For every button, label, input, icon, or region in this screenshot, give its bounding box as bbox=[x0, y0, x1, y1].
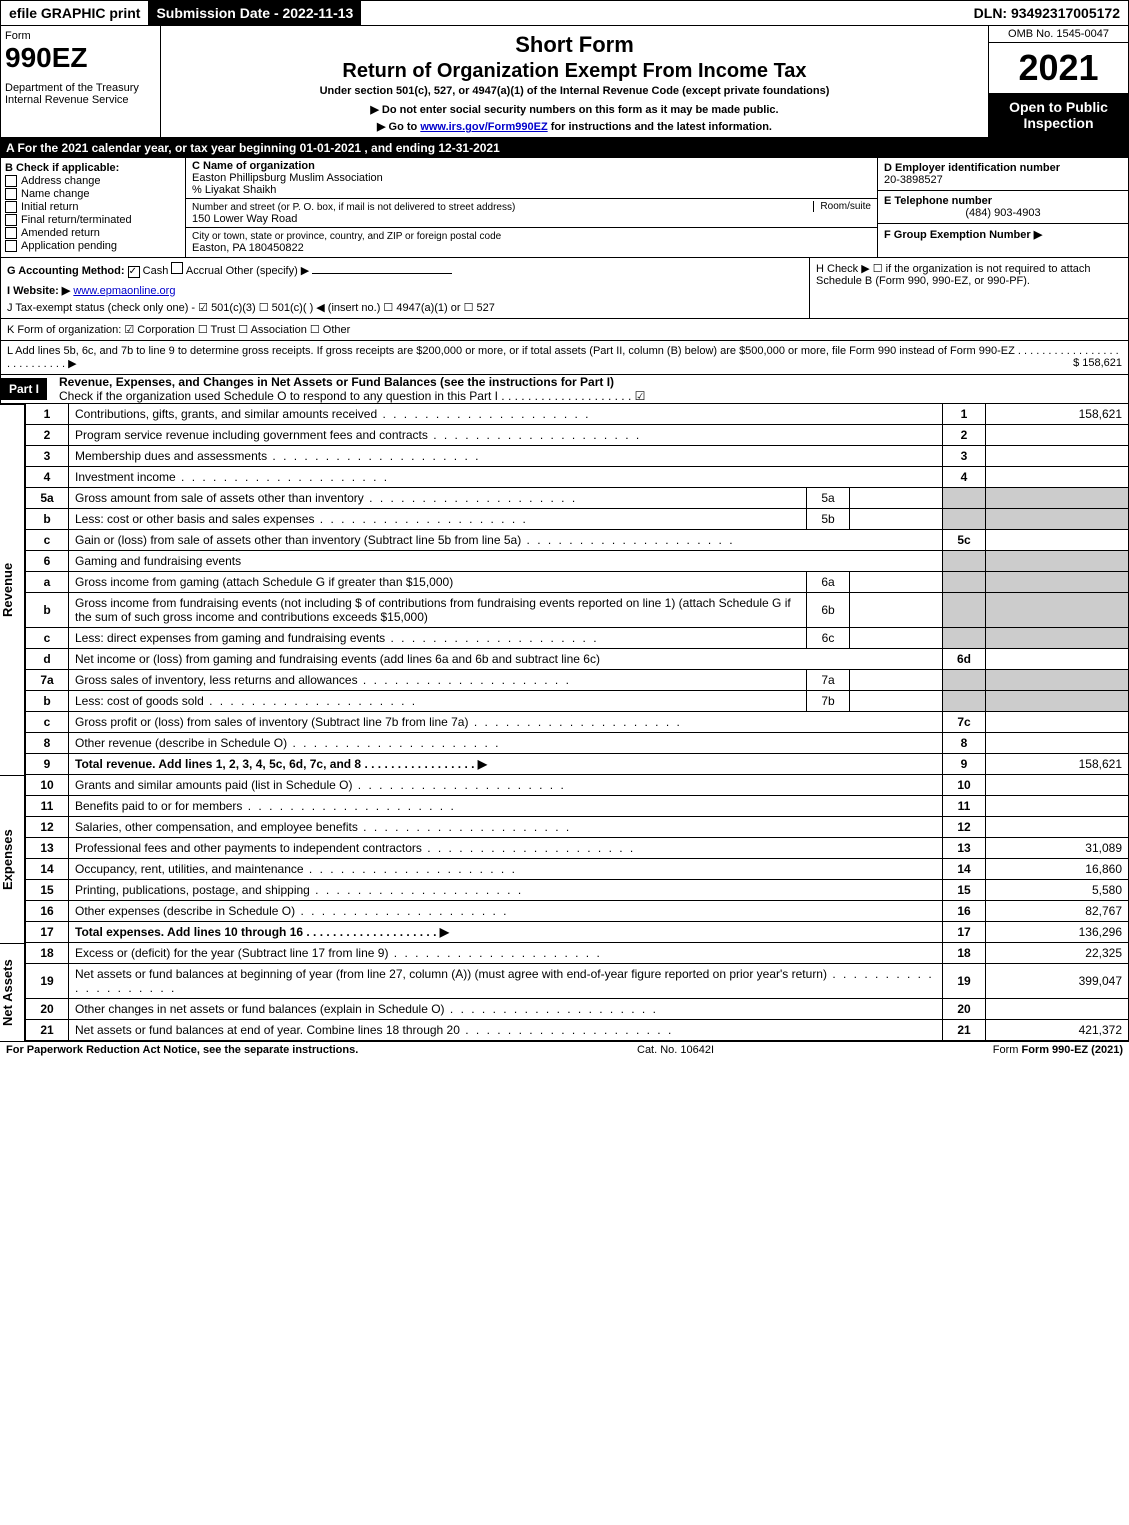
website-link[interactable]: www.epmaonline.org bbox=[73, 285, 175, 297]
check-cash[interactable] bbox=[128, 266, 140, 278]
revenue-section: Revenue 1Contributions, gifts, grants, a… bbox=[0, 404, 1129, 775]
form-title: Return of Organization Exempt From Incom… bbox=[165, 60, 984, 83]
amt-5c bbox=[986, 530, 1129, 551]
row-l: L Add lines 5b, 6c, and 7b to line 9 to … bbox=[0, 341, 1129, 375]
subtitle-2: ▶ Do not enter social security numbers o… bbox=[165, 103, 984, 116]
info-grid: B Check if applicable: Address change Na… bbox=[0, 158, 1129, 258]
amt-9: 158,621 bbox=[986, 754, 1129, 775]
amt-13: 31,089 bbox=[986, 838, 1129, 859]
box-c: C Name of organization Easton Phillipsbu… bbox=[186, 158, 878, 257]
dept-label: Department of the Treasury Internal Reve… bbox=[5, 82, 156, 106]
amt-10 bbox=[986, 775, 1129, 796]
amt-16: 82,767 bbox=[986, 901, 1129, 922]
org-name: Easton Phillipsburg Muslim Association bbox=[192, 172, 383, 184]
amt-4 bbox=[986, 467, 1129, 488]
label-d: D Employer identification number bbox=[884, 162, 1060, 174]
label-street: Number and street (or P. O. box, if mail… bbox=[192, 202, 515, 213]
label-i: I Website: ▶ bbox=[7, 285, 70, 297]
short-form-title: Short Form bbox=[165, 32, 984, 58]
header-left: Form 990EZ Department of the Treasury In… bbox=[1, 26, 161, 137]
check-address-change[interactable] bbox=[5, 175, 17, 187]
row-k: K Form of organization: ☑ Corporation ☐ … bbox=[0, 319, 1129, 341]
open-to-public: Open to Public Inspection bbox=[989, 93, 1128, 137]
amt-19: 399,047 bbox=[986, 964, 1129, 999]
row-j: J Tax-exempt status (check only one) - ☑… bbox=[7, 301, 803, 314]
amt-7c bbox=[986, 712, 1129, 733]
amt-12 bbox=[986, 817, 1129, 838]
check-initial-return[interactable] bbox=[5, 201, 17, 213]
amt-8 bbox=[986, 733, 1129, 754]
footer-center: Cat. No. 10642I bbox=[637, 1044, 714, 1056]
label-f: F Group Exemption Number ▶ bbox=[884, 229, 1042, 241]
check-amended-return[interactable] bbox=[5, 227, 17, 239]
phone: (484) 903-4903 bbox=[884, 207, 1122, 219]
tax-year: 2021 bbox=[989, 43, 1128, 93]
amt-2 bbox=[986, 425, 1129, 446]
label-e: E Telephone number bbox=[884, 195, 992, 207]
footer-right: Form Form 990-EZ (2021) bbox=[993, 1044, 1123, 1056]
care-of: % Liyakat Shaikh bbox=[192, 184, 276, 196]
amt-6d bbox=[986, 649, 1129, 670]
netassets-section: Net Assets 18Excess or (deficit) for the… bbox=[0, 943, 1129, 1041]
header-center: Short Form Return of Organization Exempt… bbox=[161, 26, 988, 137]
part-1-label: Part I bbox=[1, 378, 47, 400]
part-1-check: Check if the organization used Schedule … bbox=[59, 389, 645, 403]
box-def: D Employer identification number 20-3898… bbox=[878, 158, 1128, 257]
subtitle-1: Under section 501(c), 527, or 4947(a)(1)… bbox=[165, 85, 984, 97]
subtitle-3: ▶ Go to www.irs.gov/Form990EZ for instru… bbox=[165, 120, 984, 133]
side-netassets: Net Assets bbox=[0, 943, 25, 1041]
amt-21: 421,372 bbox=[986, 1020, 1129, 1041]
amt-20 bbox=[986, 999, 1129, 1020]
expenses-section: Expenses 10Grants and similar amounts pa… bbox=[0, 775, 1129, 943]
city-state-zip: Easton, PA 180450822 bbox=[192, 242, 304, 254]
page-footer: For Paperwork Reduction Act Notice, see … bbox=[0, 1041, 1129, 1058]
irs-link[interactable]: www.irs.gov/Form990EZ bbox=[420, 121, 547, 133]
row-gh: G Accounting Method: Cash Accrual Other … bbox=[0, 258, 1129, 319]
amt-14: 16,860 bbox=[986, 859, 1129, 880]
form-header: Form 990EZ Department of the Treasury In… bbox=[0, 26, 1129, 138]
efile-label: efile GRAPHIC print bbox=[1, 3, 148, 23]
amt-11 bbox=[986, 796, 1129, 817]
ein: 20-3898527 bbox=[884, 174, 943, 186]
check-name-change[interactable] bbox=[5, 188, 17, 200]
row-g: G Accounting Method: Cash Accrual Other … bbox=[0, 258, 809, 319]
check-application-pending[interactable] bbox=[5, 240, 17, 252]
label-city: City or town, state or province, country… bbox=[192, 231, 501, 242]
part-1-title: Revenue, Expenses, and Changes in Net As… bbox=[59, 375, 614, 389]
street-address: 150 Lower Way Road bbox=[192, 213, 297, 225]
check-accrual[interactable] bbox=[171, 262, 183, 274]
side-expenses: Expenses bbox=[0, 775, 25, 943]
part-1-header: Part I Revenue, Expenses, and Changes in… bbox=[0, 375, 1129, 404]
check-final-return[interactable] bbox=[5, 214, 17, 226]
footer-left: For Paperwork Reduction Act Notice, see … bbox=[6, 1044, 358, 1056]
dln-number: DLN: 93492317005172 bbox=[966, 3, 1128, 23]
row-h: H Check ▶ ☐ if the organization is not r… bbox=[809, 258, 1129, 319]
form-label: Form bbox=[5, 30, 156, 42]
amt-1: 158,621 bbox=[986, 404, 1129, 425]
label-c: C Name of organization bbox=[192, 160, 315, 172]
room-label: Room/suite bbox=[813, 201, 871, 212]
amt-3 bbox=[986, 446, 1129, 467]
header-right: OMB No. 1545-0047 2021 Open to Public In… bbox=[988, 26, 1128, 137]
top-bar: efile GRAPHIC print Submission Date - 20… bbox=[0, 0, 1129, 26]
gross-receipts: $ 158,621 bbox=[1073, 357, 1122, 369]
box-b-title: B Check if applicable: bbox=[5, 162, 181, 174]
submission-date: Submission Date - 2022-11-13 bbox=[148, 1, 361, 25]
amt-15: 5,580 bbox=[986, 880, 1129, 901]
amt-17: 136,296 bbox=[986, 922, 1129, 943]
form-number: 990EZ bbox=[5, 42, 156, 74]
omb-number: OMB No. 1545-0047 bbox=[989, 26, 1128, 43]
side-revenue: Revenue bbox=[0, 404, 25, 775]
amt-18: 22,325 bbox=[986, 943, 1129, 964]
box-b: B Check if applicable: Address change Na… bbox=[1, 158, 186, 257]
section-a: A For the 2021 calendar year, or tax yea… bbox=[0, 138, 1129, 158]
